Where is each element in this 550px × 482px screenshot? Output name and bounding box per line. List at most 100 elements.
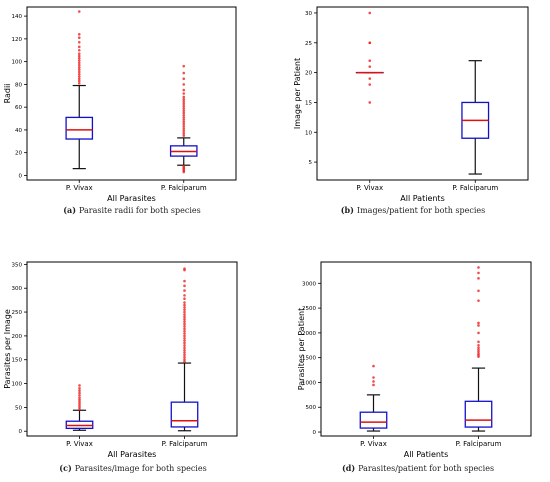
outlier-point — [183, 327, 186, 331]
outlier-point — [183, 334, 186, 338]
outlier-point — [182, 100, 186, 103]
outlier-point — [77, 59, 81, 62]
outlier-point — [183, 348, 186, 352]
outlier-point — [183, 294, 186, 297]
box-0 — [359, 364, 388, 432]
outlier-point — [77, 48, 81, 52]
x-tick-label: P. Falciparum — [162, 440, 208, 448]
box-0 — [65, 384, 94, 431]
outlier-point — [77, 70, 81, 74]
outlier-point — [78, 398, 81, 402]
outlier-point — [183, 284, 186, 288]
outlier-point — [77, 81, 81, 85]
outlier-point — [77, 68, 81, 71]
outlier-point — [77, 52, 81, 55]
outlier-point — [183, 301, 186, 304]
outlier-point — [477, 340, 480, 344]
iqr-box — [464, 400, 493, 428]
outlier-point — [182, 134, 186, 137]
axes-frame — [316, 6, 529, 181]
outlier-point — [477, 348, 480, 352]
panel-b: 5 10 15 20 25 30 P. Vivax P. Falciparum All Pati… — [293, 6, 529, 215]
box-1 — [169, 64, 198, 174]
outlier-point — [182, 102, 186, 106]
outlier-point — [183, 303, 186, 307]
axes-frame — [26, 261, 238, 437]
outlier-point — [477, 346, 480, 350]
caption-tag: (c) — [59, 463, 72, 473]
outlier-point — [183, 310, 186, 314]
y-tick-label: 150 — [12, 358, 23, 364]
outlier-point — [372, 376, 375, 379]
outlier-point — [182, 122, 186, 126]
outlier-point — [77, 36, 81, 40]
outlier-point — [368, 65, 372, 68]
y-tick-label: 2000 — [302, 331, 316, 337]
outlier-point — [477, 350, 480, 354]
outlier-point — [78, 408, 81, 411]
x-tick-label: P. Vivax — [360, 440, 387, 448]
outlier-point — [477, 352, 480, 356]
outlier-point — [183, 339, 186, 342]
caption-tag: (d) — [342, 463, 355, 473]
outlier-point — [183, 332, 186, 335]
outlier-point — [182, 88, 186, 92]
outlier-point — [477, 277, 480, 280]
outlier-point — [182, 77, 186, 81]
x-axis-label: All Parasites — [108, 450, 157, 459]
outlier-point — [182, 64, 186, 68]
box-1 — [461, 60, 490, 175]
y-tick-label: 25 — [305, 41, 312, 47]
outlier-point — [368, 41, 372, 45]
outlier-point — [477, 299, 480, 302]
outlier-point — [183, 360, 186, 363]
outlier-point — [182, 109, 186, 112]
y-axis-label: Parasites per Image — [3, 309, 12, 389]
outlier-point — [77, 54, 81, 58]
outlier-point — [368, 59, 372, 62]
caption-text: Parasite radii for both species — [79, 206, 201, 215]
box-1 — [464, 266, 493, 432]
outlier-point — [183, 353, 186, 357]
outlier-point — [372, 380, 375, 383]
outlier-point — [183, 341, 186, 345]
x-tick-label: P. Falciparum — [456, 440, 502, 448]
x-tick-label: P. Vivax — [356, 184, 383, 192]
outlier-point — [477, 271, 480, 275]
panel-caption: (d) Parasites/patient for both species — [342, 463, 494, 473]
y-axis-label: Image per Patient — [293, 58, 302, 129]
outlier-point — [182, 95, 186, 99]
outlier-point — [477, 266, 480, 269]
y-tick-label: 30 — [305, 11, 312, 17]
outlier-point — [368, 83, 372, 86]
panel-caption: (b) Images/patient for both species — [341, 205, 485, 215]
outlier-point — [183, 320, 186, 323]
outlier-point — [183, 358, 186, 362]
outlier-point — [477, 321, 480, 325]
outlier-point — [183, 329, 186, 333]
outlier-point — [182, 125, 186, 128]
outlier-point — [182, 111, 186, 115]
outlier-point — [77, 33, 81, 36]
outlier-point — [183, 344, 186, 347]
x-tick-label: P. Falciparum — [452, 184, 498, 192]
outlier-point — [182, 104, 186, 108]
outlier-point — [372, 383, 375, 387]
outlier-point — [183, 279, 186, 283]
outlier-point — [77, 40, 81, 44]
caption-tag: (a) — [63, 205, 76, 215]
outlier-point — [183, 336, 186, 340]
outlier-point — [477, 289, 480, 293]
outlier-point — [372, 364, 375, 368]
outlier-point — [182, 97, 186, 101]
outlier-point — [183, 308, 186, 311]
iqr-box — [359, 411, 388, 429]
outlier-point — [182, 129, 186, 133]
y-tick-label: 120 — [12, 37, 23, 43]
x-tick-label: P. Vivax — [66, 184, 93, 192]
y-tick-label: 1000 — [302, 380, 316, 386]
outlier-point — [182, 132, 186, 135]
x-tick-label: P. Vivax — [66, 440, 93, 448]
axes-frame — [26, 6, 237, 181]
outlier-point — [183, 317, 186, 321]
